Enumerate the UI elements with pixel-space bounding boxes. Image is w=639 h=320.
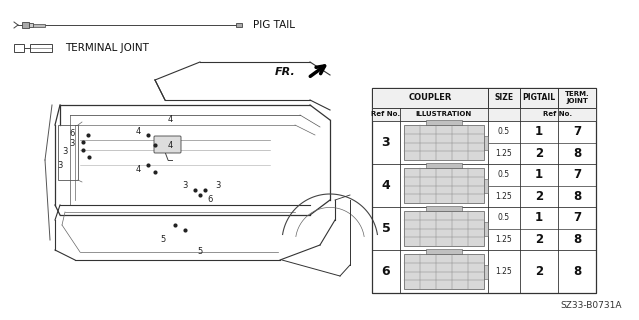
Text: 1.25: 1.25 — [496, 192, 512, 201]
Text: 6: 6 — [69, 129, 75, 138]
Bar — [372, 88, 596, 108]
Bar — [426, 206, 462, 211]
Text: 8: 8 — [573, 147, 581, 160]
Bar — [372, 108, 596, 121]
Text: 2: 2 — [535, 233, 543, 246]
Text: 4: 4 — [167, 116, 173, 124]
Text: PIGTAIL: PIGTAIL — [523, 93, 555, 102]
Bar — [33, 23, 45, 27]
Bar — [484, 221, 488, 236]
Bar — [404, 168, 484, 203]
Text: 8: 8 — [573, 233, 581, 246]
Text: 3: 3 — [182, 180, 188, 189]
Text: 5: 5 — [160, 236, 166, 244]
Text: 4: 4 — [167, 140, 173, 149]
Bar — [484, 135, 488, 149]
Text: 4: 4 — [381, 179, 390, 192]
Text: 4: 4 — [135, 127, 141, 137]
Text: SIZE: SIZE — [495, 93, 514, 102]
Text: PIG TAIL: PIG TAIL — [253, 20, 295, 30]
Bar — [30, 44, 52, 52]
Text: 3: 3 — [69, 139, 75, 148]
Text: Ref No.: Ref No. — [371, 111, 401, 117]
Text: 3: 3 — [58, 161, 63, 170]
Text: 4: 4 — [135, 165, 141, 174]
Text: 0.5: 0.5 — [498, 127, 510, 136]
Text: 3: 3 — [381, 136, 390, 149]
Text: 5: 5 — [197, 247, 203, 257]
Text: 5: 5 — [381, 222, 390, 235]
Text: COUPLER: COUPLER — [408, 93, 452, 102]
Text: 7: 7 — [573, 168, 581, 181]
Text: 8: 8 — [573, 190, 581, 203]
Text: 8: 8 — [573, 265, 581, 278]
Text: 2: 2 — [535, 265, 543, 278]
Text: 3: 3 — [63, 148, 68, 156]
Text: 1.25: 1.25 — [496, 267, 512, 276]
Bar — [426, 120, 462, 125]
Text: 0.5: 0.5 — [498, 170, 510, 179]
Text: SZ33-B0731A: SZ33-B0731A — [560, 301, 622, 310]
Bar — [236, 23, 242, 27]
Bar — [58, 125, 78, 180]
Text: 1: 1 — [535, 168, 543, 181]
Text: 6: 6 — [381, 265, 390, 278]
Text: 3: 3 — [215, 180, 220, 189]
Text: 7: 7 — [573, 211, 581, 224]
Bar — [484, 179, 488, 193]
Bar — [404, 125, 484, 160]
Bar — [404, 211, 484, 246]
Bar — [372, 88, 596, 293]
Text: FR.: FR. — [275, 67, 296, 77]
Text: 1: 1 — [535, 211, 543, 224]
Bar — [404, 254, 484, 289]
Bar — [22, 22, 29, 28]
Bar — [426, 249, 462, 254]
Text: TERM.
JOINT: TERM. JOINT — [565, 92, 589, 105]
Text: TERMINAL JOINT: TERMINAL JOINT — [65, 43, 149, 53]
Bar — [426, 163, 462, 168]
Text: 2: 2 — [535, 190, 543, 203]
Text: Ref No.: Ref No. — [543, 111, 573, 117]
Bar — [14, 44, 24, 52]
Text: 0.5: 0.5 — [498, 213, 510, 222]
Text: 6: 6 — [207, 196, 213, 204]
Text: 1.25: 1.25 — [496, 149, 512, 158]
FancyBboxPatch shape — [154, 136, 181, 153]
Bar — [484, 265, 488, 278]
Text: 1.25: 1.25 — [496, 235, 512, 244]
Text: ILLUSTRATION: ILLUSTRATION — [416, 111, 472, 117]
Bar — [29, 23, 33, 27]
Text: 2: 2 — [535, 147, 543, 160]
Text: 1: 1 — [535, 125, 543, 138]
Text: 7: 7 — [573, 125, 581, 138]
